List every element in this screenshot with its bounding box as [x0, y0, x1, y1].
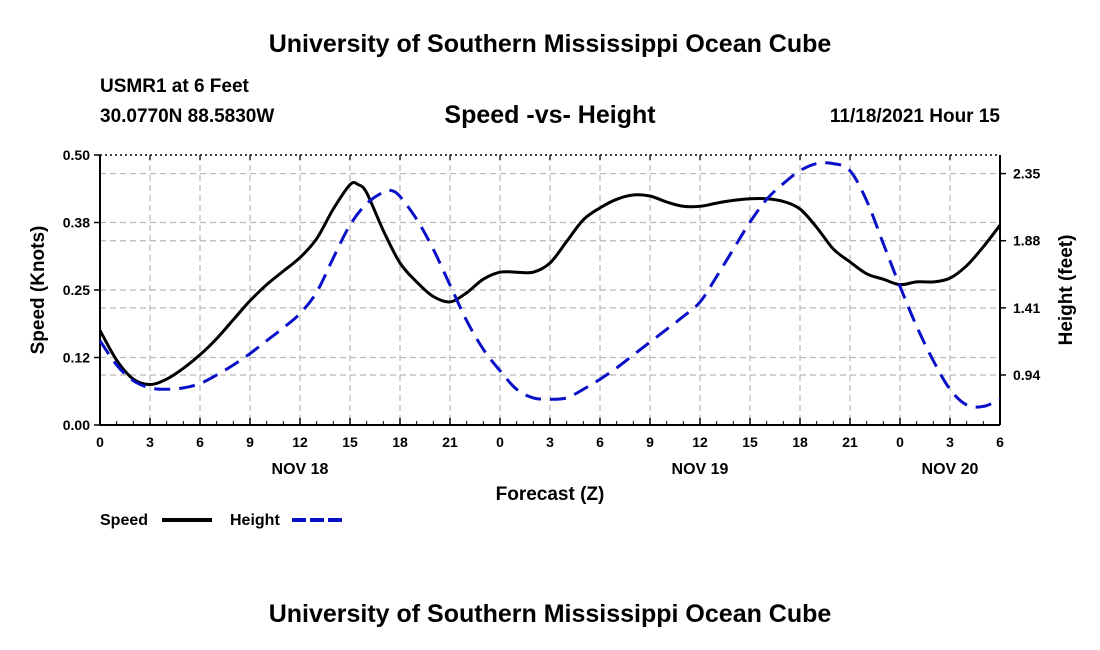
chart-title: Speed -vs- Height	[444, 101, 656, 129]
x-tick-label: 6	[196, 434, 204, 450]
x-tick-label: 3	[546, 434, 554, 450]
x-tick-label: 3	[146, 434, 154, 450]
x-tick-label: 12	[292, 434, 308, 450]
date-label: NOV 18	[272, 461, 329, 478]
y2-tick-label: 0.94	[1013, 367, 1040, 383]
x-tick-label: 18	[792, 434, 808, 450]
y-tick-label: 0.50	[63, 147, 90, 163]
x-tick-label: 18	[392, 434, 408, 450]
x-tick-label: 6	[996, 434, 1004, 450]
x-tick-label: 3	[946, 434, 954, 450]
date-label: NOV 19	[672, 461, 729, 478]
footer-title: University of Southern Mississippi Ocean…	[268, 600, 832, 628]
x-tick-label: 15	[342, 434, 358, 450]
date-label: NOV 20	[922, 461, 979, 478]
x-tick-label: 0	[896, 434, 904, 450]
series-line-speed	[98, 181, 1002, 386]
y-tick-label: 0.12	[63, 350, 90, 366]
y-tick-label: 0.25	[63, 282, 90, 298]
station-label: USMR1 at 6 Feet	[100, 76, 249, 97]
page-title: University of Southern Mississippi Ocean…	[268, 30, 832, 58]
x-tick-label: 0	[496, 434, 504, 450]
x-tick-label: 21	[842, 434, 858, 450]
coordinates-label: 30.0770N 88.5830W	[100, 106, 275, 127]
x-tick-label: 0	[96, 434, 104, 450]
y-tick-label: 0.38	[63, 215, 90, 231]
legend-label-speed: Speed	[100, 512, 148, 529]
x-tick-label: 12	[692, 434, 708, 450]
y2-tick-label: 1.41	[1013, 300, 1040, 316]
x-tick-label: 9	[646, 434, 654, 450]
y-axis-title: Speed (Knots)	[28, 226, 49, 355]
y-tick-label: 0.00	[63, 417, 90, 433]
x-tick-label: 15	[742, 434, 758, 450]
y2-tick-label: 2.35	[1013, 166, 1040, 182]
series-line-height	[98, 161, 1001, 409]
x-tick-label: 9	[246, 434, 254, 450]
y2-axis-title: Height (feet)	[1056, 235, 1077, 346]
x-tick-label: 21	[442, 434, 458, 450]
legend-label-height: Height	[230, 512, 280, 529]
y2-tick-label: 1.88	[1013, 233, 1040, 249]
x-tick-label: 6	[596, 434, 604, 450]
datetime-label: 11/18/2021 Hour 15	[829, 106, 1000, 127]
x-axis-title: Forecast (Z)	[496, 484, 605, 505]
